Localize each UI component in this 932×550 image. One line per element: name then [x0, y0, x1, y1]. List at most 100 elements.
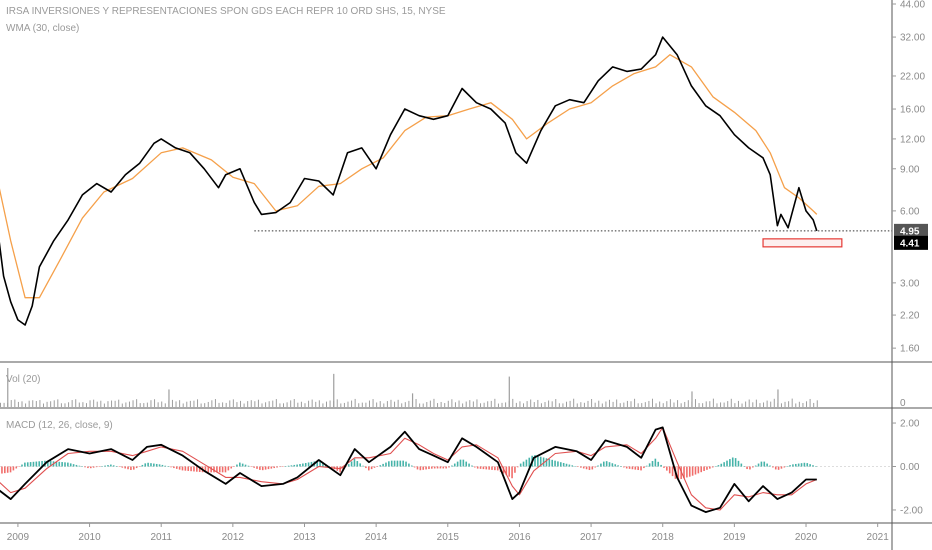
macd-histogram-bar: [382, 463, 384, 467]
macd-histogram-bar: [640, 466, 642, 471]
volume-bar: [68, 402, 70, 407]
volume-bar: [440, 401, 442, 407]
volume-bar: [14, 399, 16, 407]
x-tick-label: 2015: [437, 532, 460, 543]
volume-bar: [483, 402, 485, 407]
macd-histogram-bar: [688, 466, 691, 477]
macd-tick-label: -2.00: [900, 505, 923, 516]
volume-bar: [795, 403, 797, 407]
macd-histogram-bar: [376, 466, 379, 467]
volume-bar: [505, 402, 507, 407]
macd-histogram-bar: [637, 466, 639, 471]
macd-histogram-bar: [410, 465, 413, 467]
macd-histogram-bar: [216, 466, 218, 473]
volume-bar: [784, 401, 786, 407]
macd-histogram-bar: [29, 462, 32, 467]
macd-histogram-bar: [482, 466, 485, 470]
macd-histogram-bar: [439, 466, 442, 469]
volume-bar: [523, 403, 525, 407]
macd-histogram-bar: [21, 464, 23, 467]
volume-bar: [254, 401, 256, 407]
volume-bar: [21, 401, 23, 407]
volume-bar: [283, 403, 285, 407]
volume-bar: [616, 399, 618, 407]
macd-histogram-bar: [554, 460, 556, 467]
macd-histogram-bar: [485, 466, 488, 470]
volume-bar: [651, 398, 653, 407]
last-price-label: 4.95: [900, 226, 920, 237]
volume-bar: [462, 403, 464, 407]
macd-histogram-bar: [55, 461, 58, 467]
volume-bar: [351, 400, 353, 407]
volume-bar: [397, 399, 399, 407]
volume-bar: [573, 398, 575, 407]
volume-bar: [128, 401, 130, 407]
macd-histogram-bar: [766, 463, 768, 467]
macd-histogram-bar: [196, 466, 198, 472]
macd-histogram-bar: [250, 466, 253, 467]
macd-histogram-bar: [204, 466, 207, 473]
volume-bar: [121, 403, 123, 407]
macd-histogram-bar: [75, 464, 78, 467]
macd-histogram-bar: [668, 466, 671, 474]
macd-histogram-bar: [399, 460, 402, 467]
macd-histogram-bar: [508, 466, 511, 477]
volume-bar: [680, 403, 682, 407]
volume-bar: [630, 401, 632, 407]
macd-histogram-bar: [408, 463, 410, 467]
macd-histogram-bar: [173, 466, 175, 469]
macd-histogram-bar: [740, 463, 743, 467]
macd-histogram-bar: [413, 466, 416, 468]
macd-histogram-bar: [104, 465, 106, 467]
macd-histogram-bar: [594, 466, 596, 468]
volume-bar: [71, 400, 73, 407]
volume-bar: [200, 403, 202, 407]
macd-histogram-bar: [233, 466, 235, 467]
macd-histogram-bar: [608, 462, 611, 467]
macd-histogram-bar: [511, 466, 513, 479]
macd-histogram-bar: [663, 466, 665, 468]
volume-bar: [125, 402, 127, 407]
macd-histogram-bar: [261, 466, 264, 471]
macd-histogram-bar: [178, 466, 181, 470]
macd-histogram-bar: [138, 466, 141, 467]
low-price-label: 4.41: [900, 238, 920, 249]
volume-bar: [379, 401, 381, 407]
volume-bar: [82, 402, 84, 407]
volume-bar: [515, 402, 517, 407]
macd-histogram-bar: [132, 466, 135, 470]
macd-histogram-bar: [459, 459, 462, 467]
volume-bar: [311, 399, 313, 407]
volume-spike: [777, 389, 779, 407]
macd-histogram-bar: [537, 455, 539, 467]
volume-bar: [325, 401, 327, 407]
macd-histogram-bar: [373, 466, 376, 468]
volume-bar: [694, 399, 696, 407]
volume-bar: [530, 399, 532, 407]
volume-bar: [780, 403, 782, 407]
macd-histogram-bar: [273, 466, 276, 469]
macd-histogram-bar: [677, 466, 680, 480]
macd-histogram-bar: [224, 466, 227, 473]
x-tick-label: 2013: [293, 532, 316, 543]
macd-histogram-bar: [32, 461, 35, 467]
macd-histogram-bar: [597, 465, 599, 467]
volume-bar: [626, 400, 628, 407]
volume-bar: [372, 399, 374, 407]
volume-bar: [222, 402, 224, 407]
volume-bar: [171, 399, 173, 407]
volume-bar: [458, 400, 460, 407]
macd-histogram-bar: [723, 462, 725, 467]
volume-bar: [512, 398, 514, 407]
macd-histogram-bar: [153, 463, 155, 467]
volume-bar: [451, 399, 453, 407]
volume-bar: [598, 400, 600, 407]
volume-bar: [207, 401, 209, 407]
volume-bar: [816, 400, 818, 407]
macd-histogram-bar: [236, 464, 238, 467]
macd-histogram-bar: [726, 460, 728, 467]
volume-bar: [358, 403, 360, 407]
macd-histogram-bar: [339, 466, 341, 473]
macd-histogram-bar: [144, 463, 147, 467]
